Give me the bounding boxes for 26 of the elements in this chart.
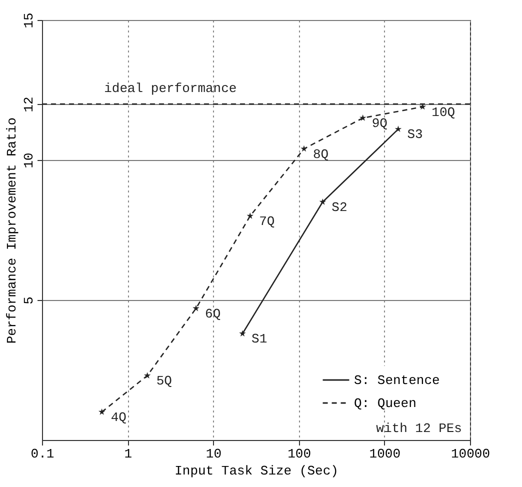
annotation: 10Q: [432, 104, 456, 120]
annotation: 5Q: [156, 374, 172, 389]
x-tick-label: 100: [288, 446, 312, 462]
annotation: with 12 PEs: [376, 421, 462, 436]
x-axis-title: Input Task Size (Sec): [174, 464, 338, 478]
annotation: S1: [252, 332, 268, 347]
x-tick-label: 10000: [450, 446, 490, 462]
legend-label: S: Sentence: [354, 373, 440, 388]
annotation: 7Q: [259, 214, 275, 229]
x-tick-label: 1: [124, 446, 132, 462]
x-tick-label: 0.1: [30, 446, 54, 462]
annotation: 8Q: [312, 146, 329, 162]
annotation: S3: [407, 127, 423, 142]
annotation: 4Q: [110, 410, 127, 425]
y-tick-label: 15: [22, 12, 36, 28]
ref-line-label: ideal performance: [104, 81, 237, 96]
annotation: S2: [332, 200, 348, 215]
annotation: 9Q: [372, 116, 388, 131]
y-axis-title: Performance Improvement Ratio: [4, 117, 20, 344]
x-tick-label: 1000: [369, 446, 401, 462]
x-tick-label: 10: [206, 446, 222, 462]
y-tick-label: 10: [22, 152, 36, 168]
y-tick-label: 12: [22, 96, 36, 112]
y-tick-label: 5: [22, 296, 36, 304]
annotation: 6Q: [205, 306, 221, 322]
legend-label: Q: Queen: [354, 396, 416, 411]
